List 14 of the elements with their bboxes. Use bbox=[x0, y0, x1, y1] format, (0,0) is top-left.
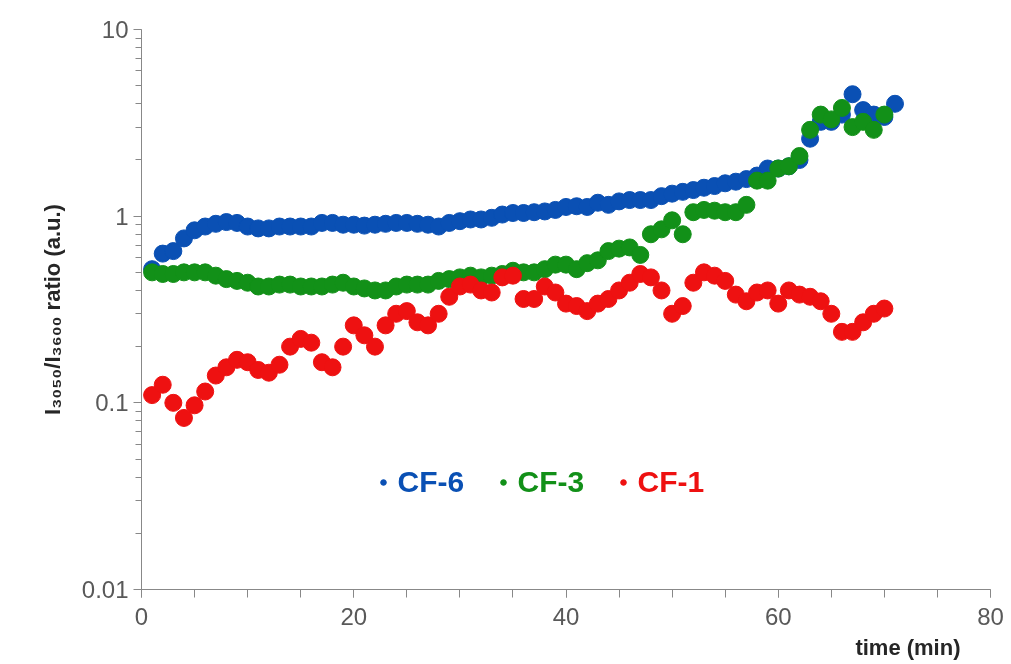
x-tick-label: 40 bbox=[552, 602, 580, 630]
legend-label: CF-3 bbox=[517, 465, 585, 499]
y-tick-label: 0.01 bbox=[81, 576, 129, 603]
y-tick-label: 0.1 bbox=[95, 389, 129, 417]
y-axis-title: I₃₀₅₀/I₃₆₀₀ ratio (a.u.) bbox=[39, 204, 65, 415]
y-tick-label: 10 bbox=[101, 16, 129, 43]
x-tick-label: 0 bbox=[134, 602, 149, 630]
x-tick-label: 80 bbox=[977, 602, 1004, 630]
x-tick-label: 60 bbox=[764, 602, 792, 630]
legend-label: CF-1 bbox=[637, 465, 705, 499]
legend-label: CF-6 bbox=[397, 465, 465, 499]
x-axis-title: time (min) bbox=[855, 634, 961, 660]
y-tick-label: 1 bbox=[115, 202, 129, 230]
x-tick-label: 20 bbox=[340, 602, 368, 630]
